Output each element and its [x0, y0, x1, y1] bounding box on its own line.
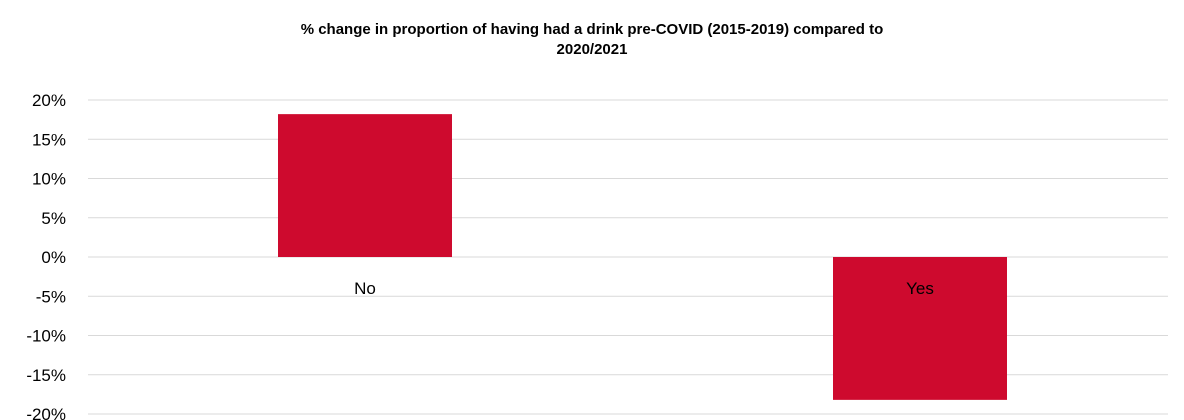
chart-title-line-2: 2020/2021	[556, 41, 628, 58]
chart-title-line-1: % change in proportion of having had a d…	[300, 21, 884, 38]
y-tick-label: 15%	[32, 130, 66, 149]
bar-yes	[833, 257, 1007, 400]
bar-no	[278, 114, 452, 257]
y-tick-label: 0%	[41, 248, 66, 267]
y-tick-label: 20%	[32, 91, 66, 110]
category-label-no: No	[354, 279, 376, 298]
y-tick-label: -20%	[26, 405, 66, 420]
chart-title: % change in proportion of having had a d…	[0, 20, 1184, 60]
y-tick-label: -15%	[26, 366, 66, 385]
y-tick-label: 10%	[32, 170, 66, 189]
y-tick-label: -5%	[36, 287, 66, 306]
category-label-yes: Yes	[906, 279, 934, 298]
y-tick-label: 5%	[41, 209, 66, 228]
y-tick-label: -10%	[26, 327, 66, 346]
